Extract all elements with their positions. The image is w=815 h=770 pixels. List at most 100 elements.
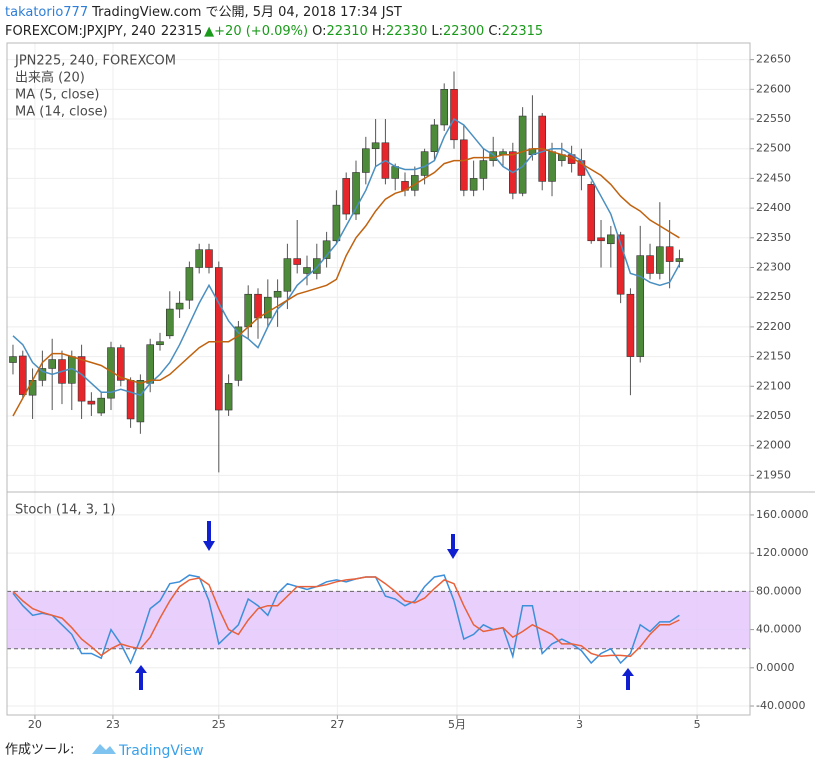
candle-body [38,368,47,381]
y-tick-label: 0.0000 [756,661,795,674]
candle-body [254,293,262,319]
candle-body [371,142,380,150]
candle-body [636,255,645,357]
candle-body [195,249,203,268]
legend-entry: MA (14, close) [15,105,108,120]
y-tick-label: 22550 [756,112,791,125]
y-tick-label: 22100 [756,379,791,392]
arrow-down [203,521,215,551]
candle-body [234,326,243,381]
x-tick-label: 3 [576,718,583,731]
candle-body [420,151,429,176]
h: 22330 [386,24,427,39]
arrow-up [135,665,147,690]
y-tick-label: 22600 [756,82,791,95]
candle-body [607,234,615,245]
band-fill [7,591,750,649]
legend-entry: MA (5, close) [15,88,99,103]
candle-body [48,359,56,369]
candle-body [224,383,233,411]
footer-made: 作成ツール: [5,743,74,758]
candle-body [391,166,400,179]
x-tick-label: 25 [212,718,226,731]
candle-body [597,237,605,242]
candle-body [165,308,174,337]
change: ▲+20 (+0.09%) [204,24,308,39]
header-line: takatorio777 TradingView.com で公開, 5月 04, … [5,5,402,20]
candle-body [87,400,96,405]
x-tick-label: 27 [330,718,344,731]
y-tick-label: 120.0000 [756,546,809,559]
quote-line: FOREXCOM:JPXJPY, 240 22315 ▲+20 (+0.09%) O:… [5,24,543,39]
candle-body [665,246,674,262]
candle-body [146,344,154,384]
candle-body [675,258,684,262]
brand-logo[interactable] [92,744,116,754]
candle-body [313,258,321,274]
y-tick-label: 22450 [756,171,791,184]
o: 22310 [326,24,367,39]
candle-body [332,204,341,242]
x-tick-label: 20 [28,718,42,731]
pane-frame [6,42,751,716]
candle-body [175,302,184,310]
y-tick-label: 22250 [756,290,791,303]
candle-body [352,172,360,215]
candle-body [430,124,439,152]
candle-body [205,249,213,268]
candle-body [136,380,145,423]
candle-body [293,258,302,265]
x-tick-label: 5 [694,718,701,731]
y-tick-label: 40.0000 [756,623,802,636]
candle-body [18,355,27,395]
candle-body [263,296,272,319]
candle-body [273,290,282,298]
y-tick-label: 22650 [756,53,791,66]
y-tick-label: 21950 [756,468,791,481]
candle-body [126,380,135,420]
y-tick-label: 160.0000 [756,508,809,521]
candle-body [616,234,625,295]
candle-body [185,267,194,301]
series-line [12,574,680,665]
candle-body [626,293,635,357]
candle-body [469,178,478,191]
user[interactable]: takatorio777 [5,5,88,20]
plot-layer: 21950 22000 22050 22100 22150 22200 22250 22300… [7,43,809,731]
y-tick-label: -40.0000 [756,699,805,712]
c-label: C: [488,24,501,39]
l: 22300 [443,24,484,39]
candle-body [656,246,664,274]
candle-body [244,293,252,328]
x-tick-label: 23 [106,718,120,731]
arrow-down [447,534,459,559]
candle-body [9,356,17,363]
candle-body [450,89,458,141]
series-line [12,117,681,397]
candle-body [587,184,596,242]
signal-arrows [135,521,634,690]
candle-body [460,139,468,191]
candle-body [77,356,86,402]
arrow-up [622,668,634,690]
y-tick-label: 22000 [756,439,791,452]
series-line [12,147,680,417]
symbol: FOREXCOM:JPXJPY, 240 [5,24,156,39]
pane-annotation: 出来高 (20) [15,70,85,86]
candle-body [548,151,556,182]
candle-body [97,397,105,414]
candle-body [518,115,527,194]
y-tick-label: 80.0000 [756,584,802,597]
y-tick-label: 22350 [756,231,791,244]
h-label: H: [372,24,386,39]
l-label: L: [431,24,443,39]
candle-body [156,341,164,346]
pane-title: Stoch (14, 3, 1) [15,503,116,518]
published: TradingView.com で公開, 5月 04, 2018 17:34 J… [91,5,402,20]
y-tick-label: 22050 [756,409,791,422]
candle-body [28,380,37,396]
candle-body [214,267,223,411]
footer-brand[interactable]: TradingView [118,743,204,759]
y-tick-label: 22150 [756,350,791,363]
